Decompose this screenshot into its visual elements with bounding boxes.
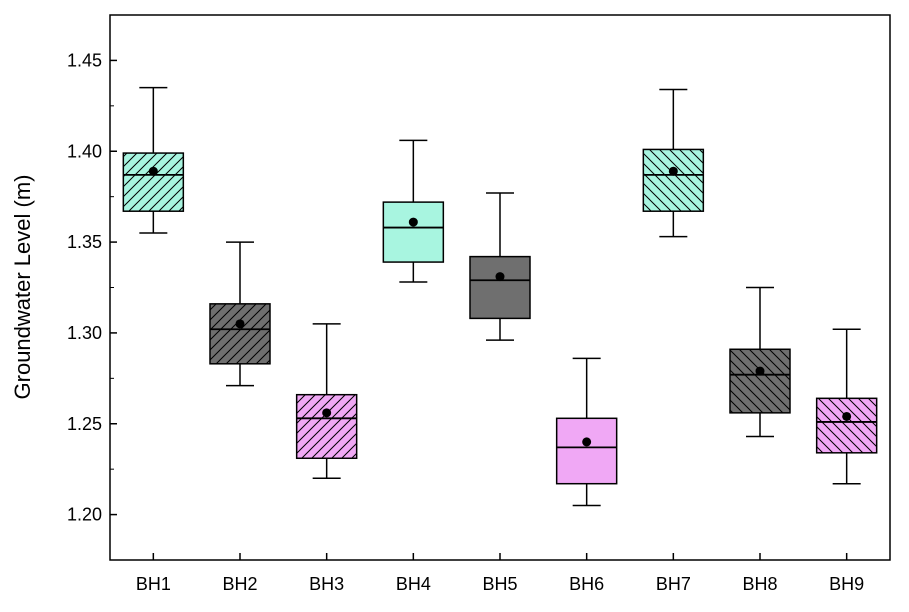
y-tick-label: 1.20 xyxy=(67,505,102,525)
y-tick-label: 1.25 xyxy=(67,414,102,434)
box-hatch xyxy=(816,398,877,453)
mean-point xyxy=(668,166,678,176)
box-bh1 xyxy=(122,86,185,234)
mean-point xyxy=(495,272,505,282)
box-outline xyxy=(469,255,531,320)
x-tick-label: BH3 xyxy=(309,574,344,594)
box-bh2 xyxy=(209,241,271,387)
x-tick-label: BH6 xyxy=(569,574,604,594)
box-outline xyxy=(642,148,705,212)
x-tick-label: BH9 xyxy=(829,574,864,594)
box-bh7 xyxy=(642,88,705,238)
y-tick-label: 1.35 xyxy=(67,232,102,252)
x-tick-label: BH8 xyxy=(742,574,777,594)
mean-point xyxy=(148,166,158,176)
y-tick-label: 1.40 xyxy=(67,141,102,161)
y-axis-title: Groundwater Level (m) xyxy=(10,175,35,400)
box-bh3 xyxy=(295,323,358,479)
box-bh8 xyxy=(729,286,791,438)
box-outline xyxy=(295,393,358,460)
x-tick-label: BH5 xyxy=(482,574,517,594)
mean-point xyxy=(755,366,765,376)
x-tick-label: BH7 xyxy=(656,574,691,594)
mean-point xyxy=(408,217,418,227)
box-hatch xyxy=(730,349,790,413)
box-bh4 xyxy=(382,139,445,283)
box-outline xyxy=(122,152,185,212)
x-tick-label: BH4 xyxy=(396,574,431,594)
mean-point xyxy=(322,408,332,418)
box-outline xyxy=(729,348,791,414)
box-hatch xyxy=(296,394,357,459)
iqr-box xyxy=(383,202,444,263)
box-outline xyxy=(815,397,878,454)
x-tick-label: BH2 xyxy=(222,574,257,594)
box-hatch xyxy=(123,153,184,212)
box-bh5 xyxy=(469,192,531,341)
box-outline xyxy=(555,417,618,485)
box-outline xyxy=(382,201,445,263)
box-hatch xyxy=(210,303,270,364)
mean-point xyxy=(842,411,852,421)
mean-point xyxy=(235,319,245,329)
x-tick-label: BH1 xyxy=(136,574,171,594)
box-bh6 xyxy=(555,357,618,507)
iqr-box xyxy=(556,418,617,484)
iqr-box xyxy=(470,256,530,319)
box-outline xyxy=(209,303,271,365)
mean-point xyxy=(582,437,592,447)
box-hatch xyxy=(643,149,704,212)
box-bh9 xyxy=(815,328,878,485)
y-tick-label: 1.30 xyxy=(67,323,102,343)
y-tick-label: 1.45 xyxy=(67,50,102,70)
